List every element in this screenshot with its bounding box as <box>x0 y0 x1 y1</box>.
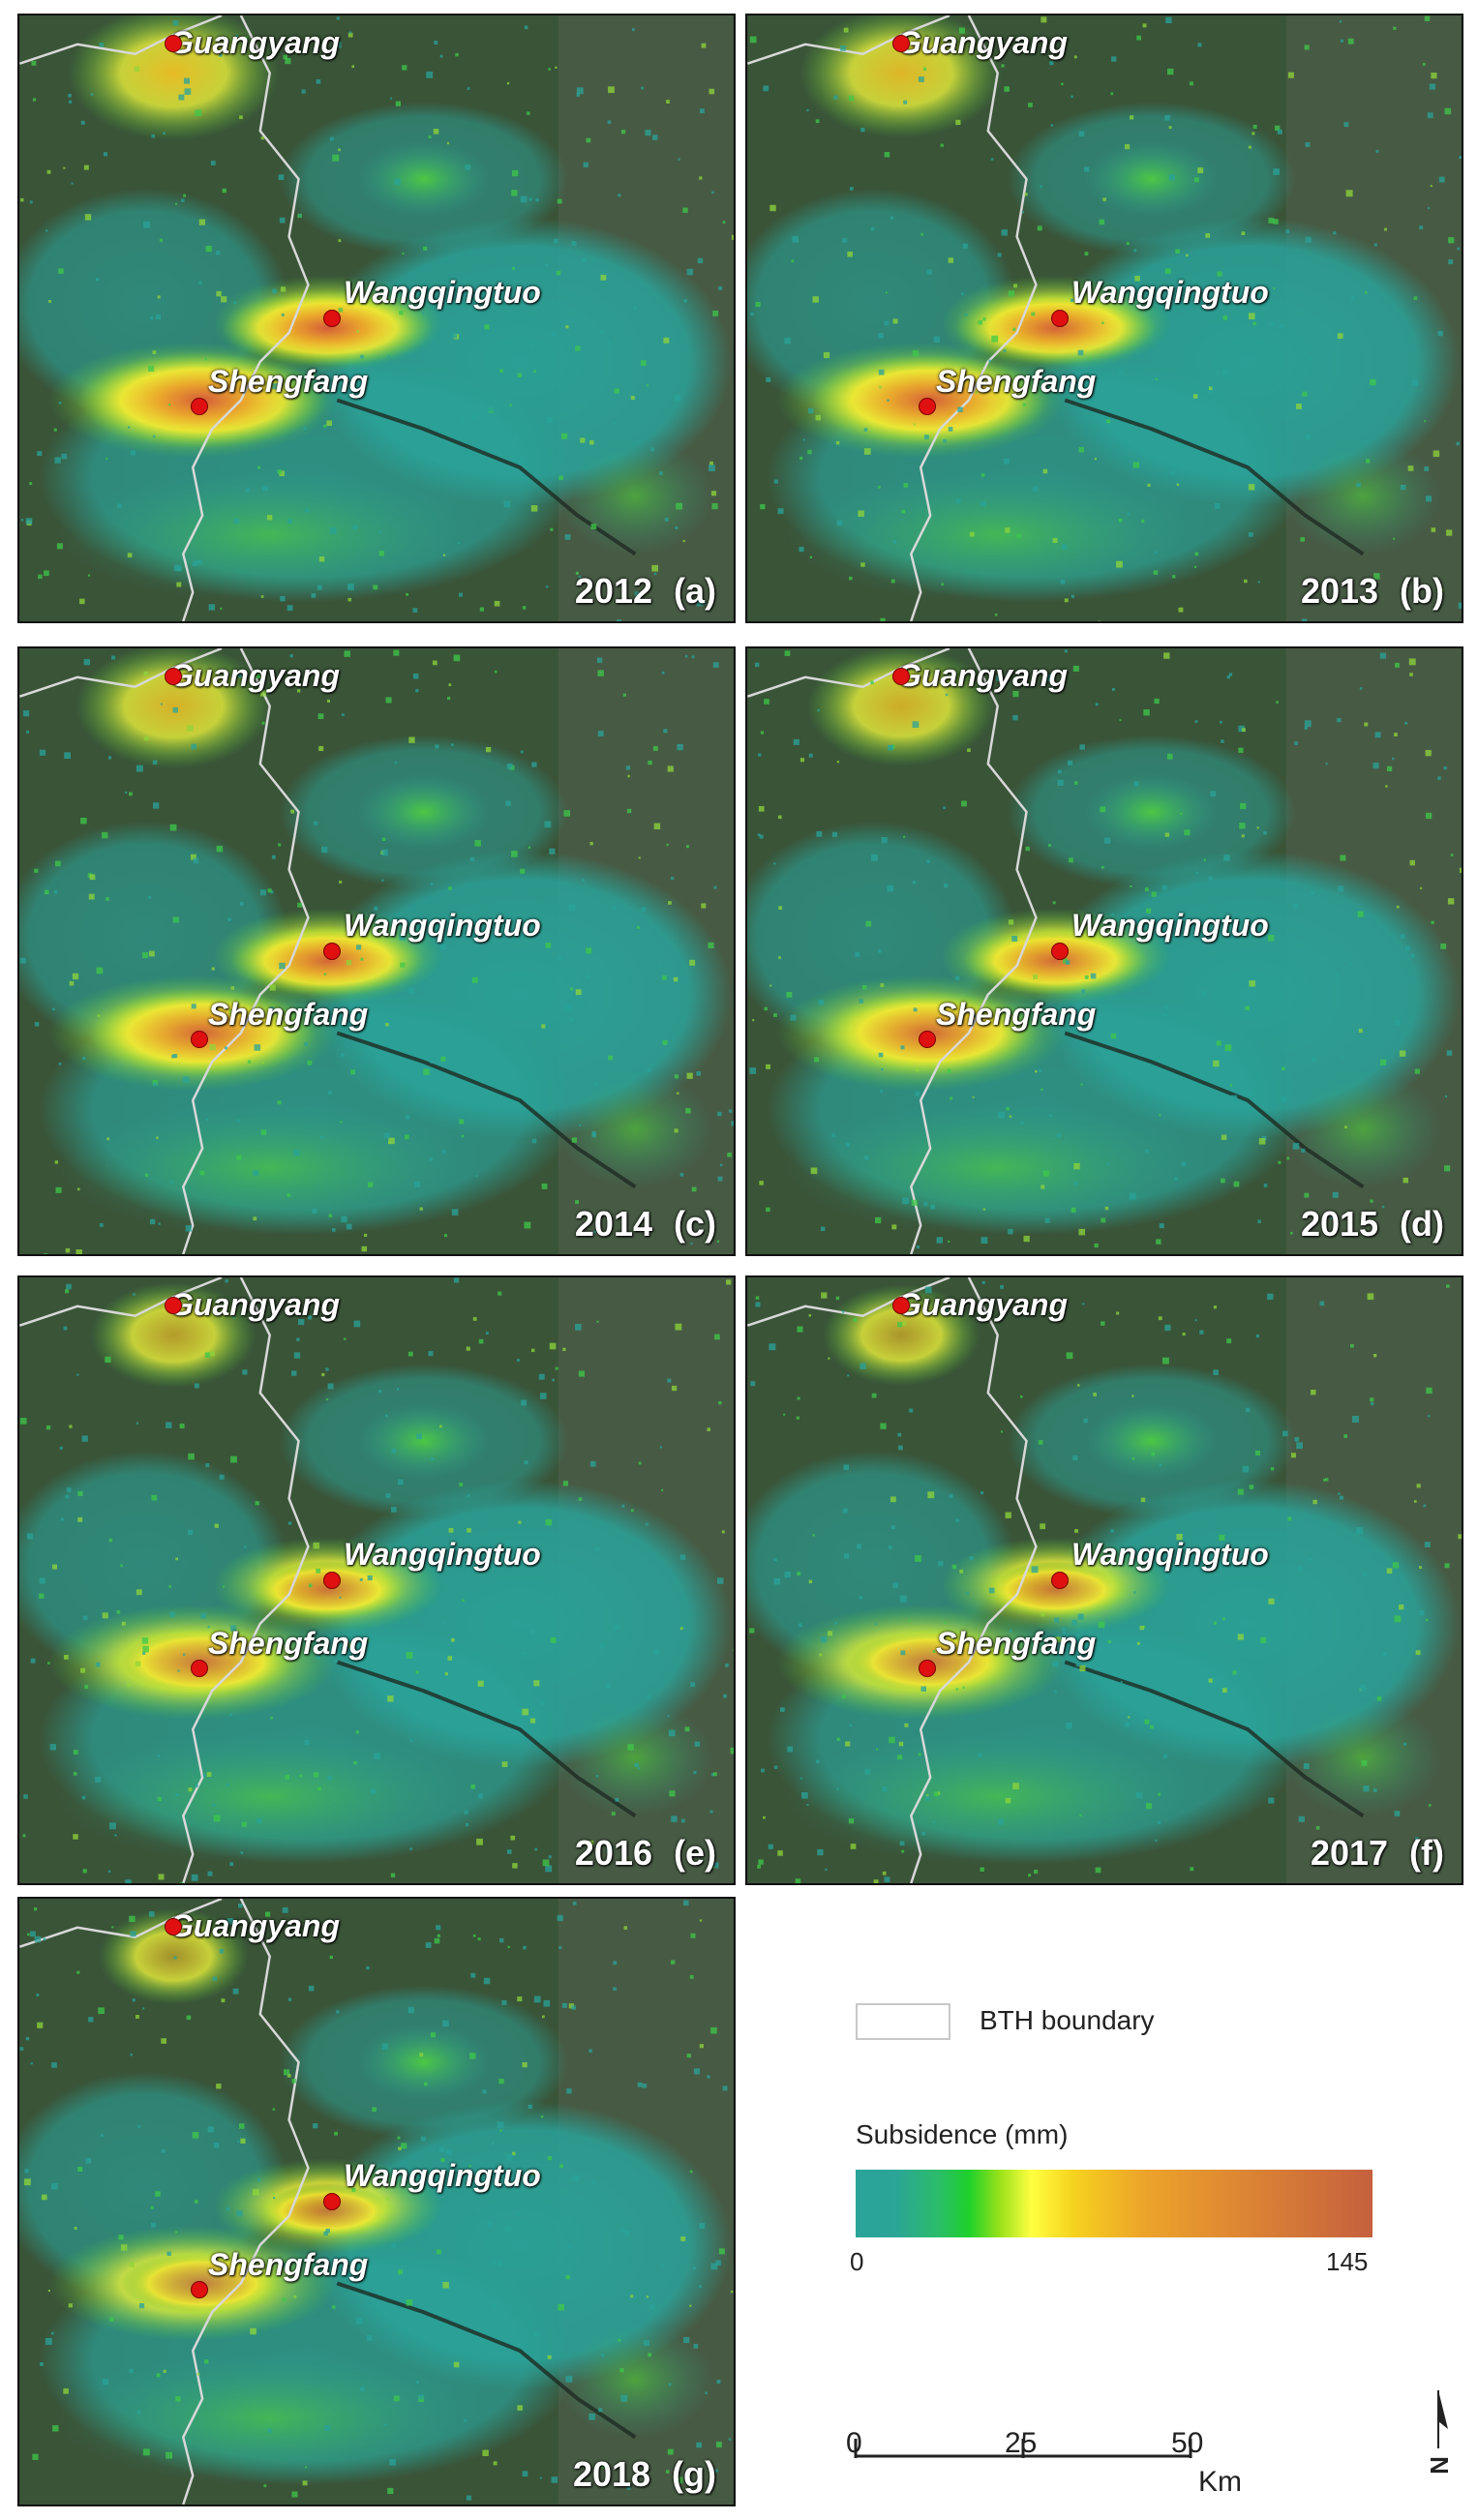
subsidence-map <box>747 1277 1462 1883</box>
map-panel-2016: Guangyang Wangqingtuo Shengfang 2016 (e) <box>17 1275 736 1885</box>
panel-letter: (a) <box>674 571 716 611</box>
location-marker-wangqingtuo <box>323 1572 341 1589</box>
place-label-wangqingtuo: Wangqingtuo <box>1071 275 1269 310</box>
place-label-shengfang: Shengfang <box>936 1626 1097 1661</box>
place-label-shengfang: Shengfang <box>936 997 1097 1032</box>
map-panel-2018: Guangyang Wangqingtuo Shengfang 2018 (g) <box>17 1897 736 2506</box>
location-marker-wangqingtuo <box>323 2193 341 2210</box>
panel-year: 2015 <box>1300 1204 1379 1244</box>
location-marker-guangyang <box>892 668 910 685</box>
panel-letter: (e) <box>674 1833 716 1873</box>
panel-caption: 2017 (f) <box>1311 1833 1444 1874</box>
scale-label-50: 50 <box>1171 2427 1204 2459</box>
subsidence-map <box>19 1899 734 2505</box>
place-label-shengfang: Shengfang <box>208 997 369 1032</box>
place-label-wangqingtuo: Wangqingtuo <box>344 1537 541 1572</box>
place-label-shengfang: Shengfang <box>208 364 369 399</box>
subsidence-map <box>19 648 734 1254</box>
panel-letter: (d) <box>1400 1204 1444 1244</box>
map-panel-2014: Guangyang Wangqingtuo Shengfang 2014 (c) <box>17 646 736 1256</box>
panel-year: 2018 <box>572 2454 651 2494</box>
place-label-wangqingtuo: Wangqingtuo <box>344 908 541 943</box>
location-marker-guangyang <box>165 35 182 52</box>
place-label-guangyang: Guangyang <box>169 25 341 60</box>
location-marker-wangqingtuo <box>323 943 341 960</box>
place-label-wangqingtuo: Wangqingtuo <box>344 275 541 310</box>
boundary-label: BTH boundary <box>980 2005 1155 2035</box>
panel-caption: 2015 (d) <box>1301 1204 1444 1245</box>
subsidence-map <box>19 1277 734 1883</box>
panel-letter: (g) <box>672 2454 716 2494</box>
panel-caption: 2012 (a) <box>575 571 716 612</box>
place-label-guangyang: Guangyang <box>897 25 1069 60</box>
location-marker-shengfang <box>191 1660 208 1677</box>
location-marker-shengfang <box>919 1031 936 1048</box>
location-marker-guangyang <box>165 668 182 685</box>
place-label-wangqingtuo: Wangqingtuo <box>1071 908 1269 943</box>
scale-label-25: 25 <box>1005 2427 1038 2459</box>
panel-letter: (c) <box>674 1204 716 1244</box>
location-marker-shengfang <box>919 1660 936 1677</box>
color-ramp <box>856 2170 1372 2237</box>
place-label-guangyang: Guangyang <box>897 658 1069 693</box>
scale-unit: Km <box>1198 2466 1242 2498</box>
place-label-guangyang: Guangyang <box>169 1287 341 1322</box>
place-label-shengfang: Shengfang <box>208 2247 369 2282</box>
panel-caption: 2016 (e) <box>575 1833 716 1874</box>
location-marker-wangqingtuo <box>1051 943 1069 960</box>
panel-caption: 2013 (b) <box>1301 571 1444 612</box>
north-arrow-icon <box>1437 2390 1448 2448</box>
map-panel-2013: Guangyang Wangqingtuo Shengfang 2013 (b) <box>745 14 1463 623</box>
place-label-guangyang: Guangyang <box>169 658 341 693</box>
panel-letter: (f) <box>1409 1833 1444 1873</box>
ramp-min-label: 0 <box>850 2247 864 2276</box>
map-panel-2012: Guangyang Wangqingtuo Shengfang 2012 (a) <box>17 14 736 623</box>
location-marker-guangyang <box>892 35 910 52</box>
panel-caption: 2018 (g) <box>573 2454 716 2495</box>
place-label-shengfang: Shengfang <box>936 364 1097 399</box>
panel-year: 2016 <box>574 1833 652 1873</box>
map-panel-2015: Guangyang Wangqingtuo Shengfang 2015 (d) <box>745 646 1463 1256</box>
location-marker-guangyang <box>165 1297 182 1314</box>
north-label: N <box>1424 2456 1454 2475</box>
panel-year: 2012 <box>574 571 652 611</box>
location-marker-shengfang <box>191 398 208 415</box>
location-marker-shengfang <box>919 398 936 415</box>
place-label-guangyang: Guangyang <box>897 1287 1069 1322</box>
place-label-wangqingtuo: Wangqingtuo <box>1071 1537 1269 1572</box>
location-marker-guangyang <box>165 1918 182 1935</box>
panel-year: 2017 <box>1310 1833 1389 1873</box>
scale-bar <box>854 2390 1448 2458</box>
panel-letter: (b) <box>1400 571 1444 611</box>
location-marker-wangqingtuo <box>323 310 341 327</box>
subsidence-map <box>19 15 734 621</box>
panel-year: 2014 <box>574 1204 652 1244</box>
location-marker-shengfang <box>191 2281 208 2298</box>
subsidence-map <box>747 15 1462 621</box>
location-marker-wangqingtuo <box>1051 1572 1069 1589</box>
location-marker-shengfang <box>191 1031 208 1048</box>
legend: BTH boundary Subsidence (mm) 0 145 0 25 … <box>736 1897 1478 2520</box>
location-marker-guangyang <box>892 1297 910 1314</box>
place-label-shengfang: Shengfang <box>208 1626 369 1661</box>
place-label-wangqingtuo: Wangqingtuo <box>344 2158 541 2193</box>
panel-caption: 2014 (c) <box>575 1204 716 1245</box>
boundary-swatch <box>856 2003 950 2040</box>
subsidence-title: Subsidence (mm) <box>856 2119 1069 2149</box>
ramp-max-label: 145 <box>1326 2247 1369 2276</box>
panel-year: 2013 <box>1300 571 1379 611</box>
map-panel-2017: Guangyang Wangqingtuo Shengfang 2017 (f) <box>745 1275 1463 1885</box>
subsidence-map <box>747 648 1462 1254</box>
place-label-guangyang: Guangyang <box>169 1908 341 1943</box>
scale-label-0: 0 <box>846 2427 862 2459</box>
location-marker-wangqingtuo <box>1051 310 1069 327</box>
